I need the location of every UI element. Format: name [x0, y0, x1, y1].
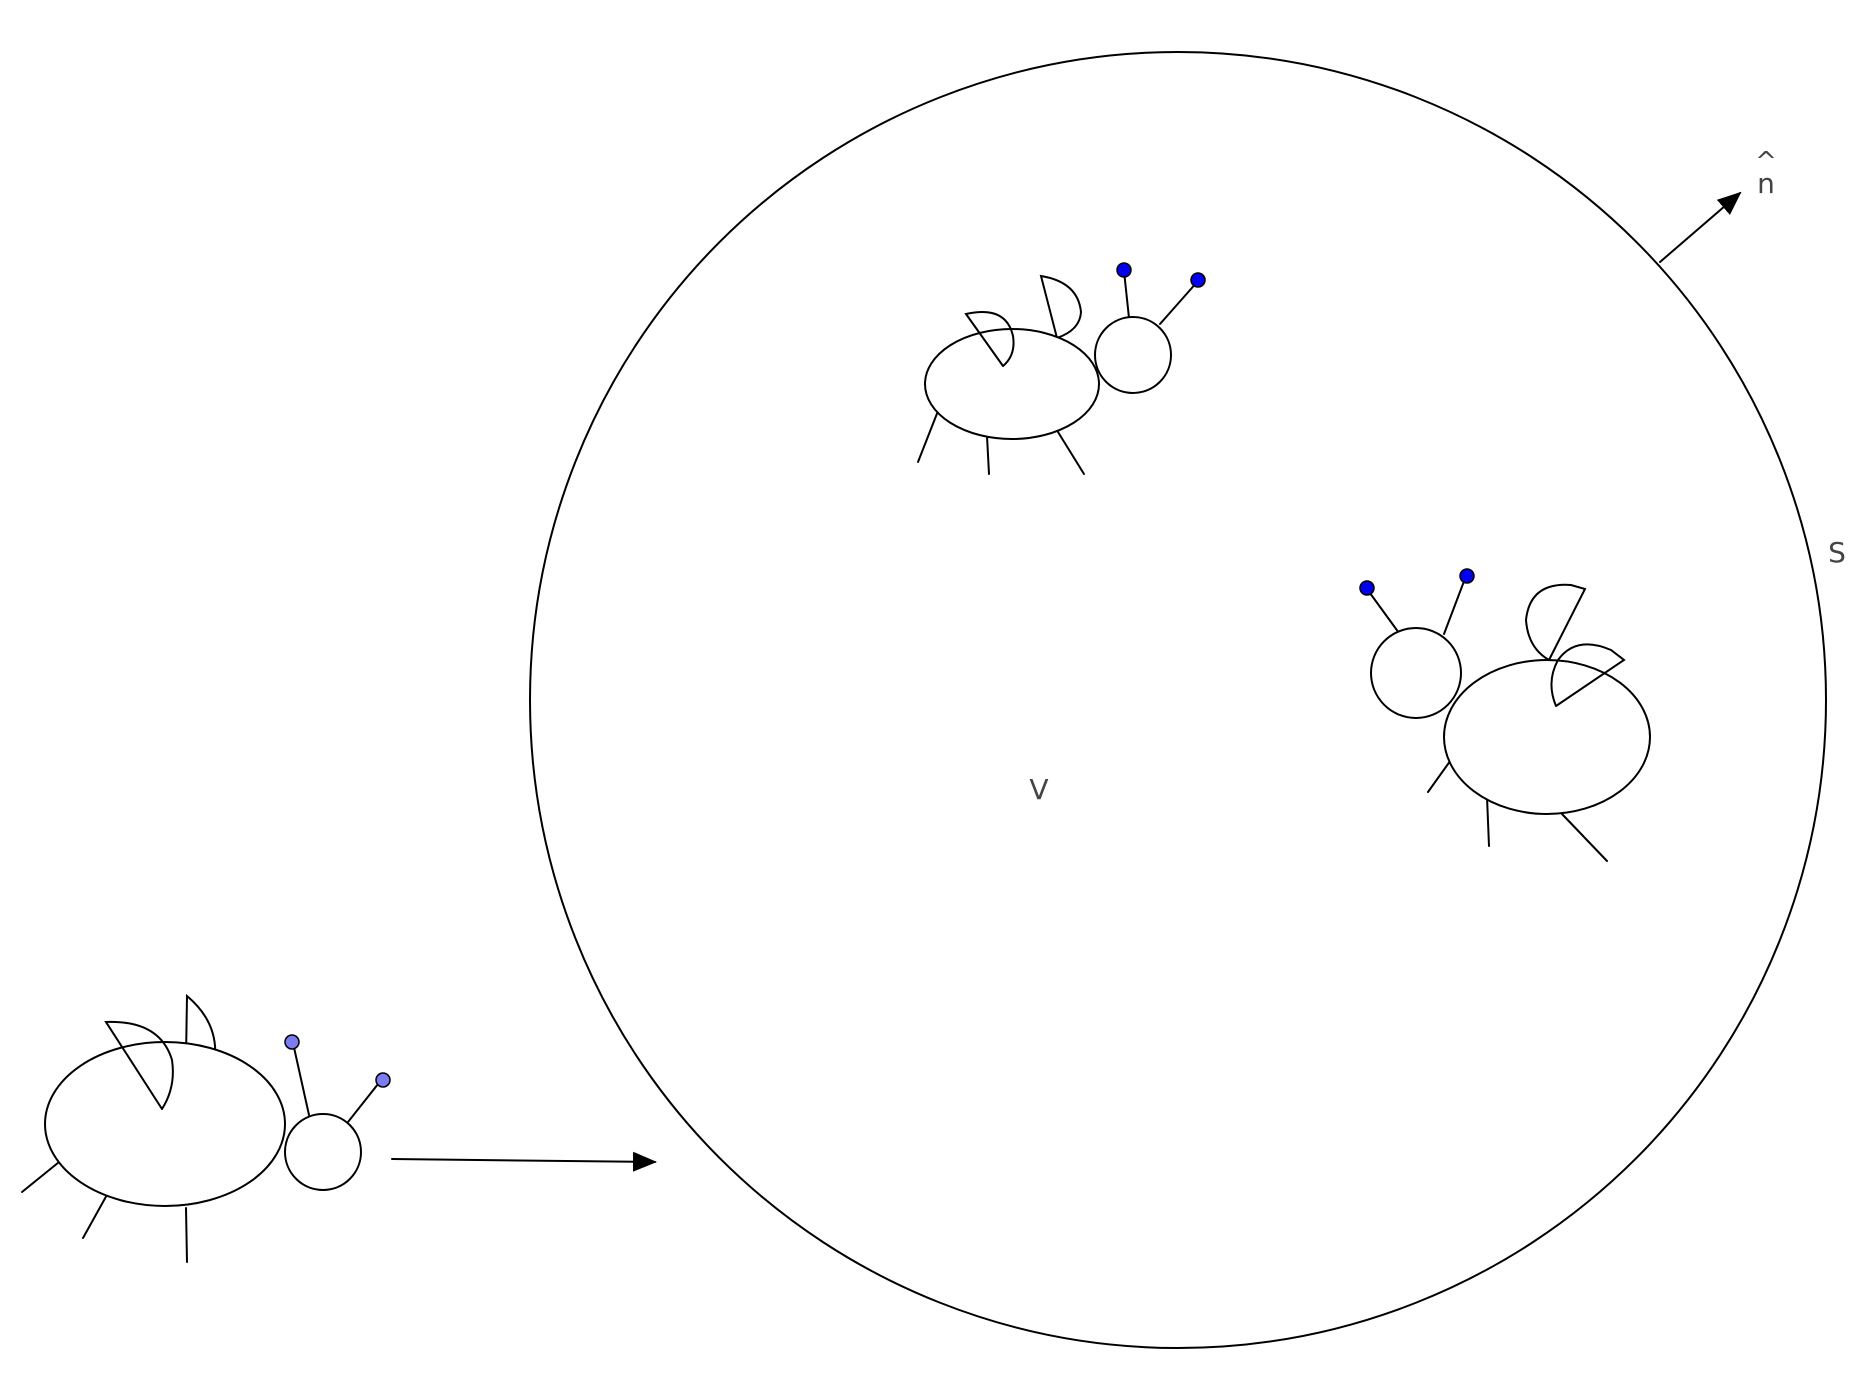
bug-body: [924, 328, 1100, 440]
entering-bug: [21, 993, 391, 1263]
bug-wing-back: [1039, 274, 1083, 339]
antenna-tip: [1190, 272, 1206, 288]
motion-arrow-icon: [391, 1151, 657, 1172]
bug-wing-front: [964, 310, 1015, 367]
antenna-tip: [1359, 580, 1375, 596]
bug-head: [1094, 316, 1172, 394]
normal-vector-label: n: [1757, 167, 1775, 200]
bug-wing-front: [104, 1020, 174, 1110]
bug-body: [44, 1041, 286, 1207]
bug-body: [1443, 659, 1651, 815]
normal-hat-label: ^: [1755, 147, 1777, 177]
bug-wing-back: [1524, 583, 1587, 661]
antenna-tip: [284, 1034, 300, 1050]
closed-surface-circle: [529, 51, 1827, 1349]
bug-wing-front: [1550, 643, 1626, 707]
inside-bug-upper: [917, 262, 1206, 475]
surface-label: S: [1828, 536, 1846, 569]
normal-arrow-icon: [1659, 191, 1742, 263]
volume-label: V: [1029, 773, 1048, 806]
inside-bug-right: [1359, 568, 1651, 862]
antenna-tip: [1459, 568, 1475, 584]
antenna-tip: [1116, 262, 1132, 278]
bug-head: [284, 1113, 362, 1191]
bug-head: [1370, 627, 1462, 719]
antenna-tip: [375, 1072, 391, 1088]
normal-vector: ^ n: [1659, 147, 1777, 263]
